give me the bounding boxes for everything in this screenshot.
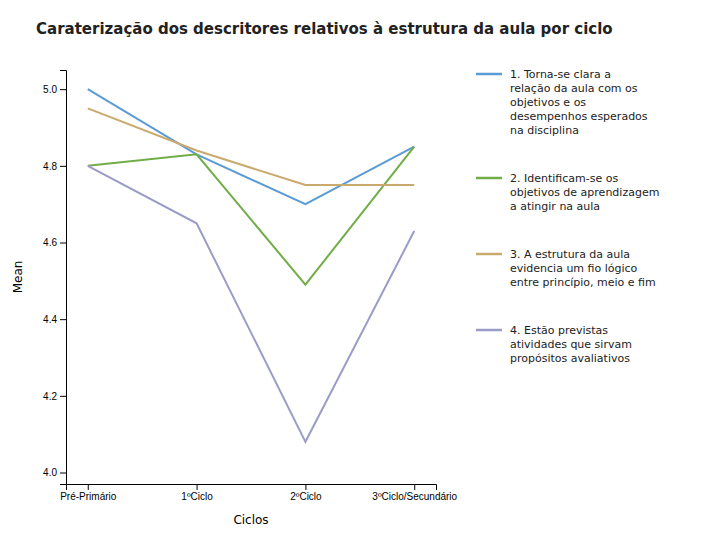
legend: 1. Torna-se clara arelação da aula com o… bbox=[476, 68, 659, 365]
legend-item: 1. Torna-se clara arelação da aula com o… bbox=[476, 68, 648, 137]
legend-swatch bbox=[476, 73, 502, 76]
chart: Caraterização dos descritores relativos … bbox=[0, 0, 720, 540]
plot: Pré-Primário 1ºCiclo 2ºCiclo 3ºCiclo/Secund… bbox=[11, 71, 458, 528]
title: Caraterização dos descritores relativos … bbox=[36, 20, 613, 38]
y-tick: 5.0 bbox=[43, 84, 66, 95]
x-tick-label: 2ºCiclo bbox=[290, 491, 322, 502]
legend-item: 2. Identificam-se osobjetivos de aprendi… bbox=[476, 172, 659, 213]
y-tick: 4.0 bbox=[43, 467, 66, 478]
y-tick-label: 4.2 bbox=[43, 391, 57, 402]
y-tick: 4.8 bbox=[43, 161, 66, 172]
y-tick-mark bbox=[60, 473, 66, 474]
x-tick: Pré-Primário bbox=[60, 484, 117, 502]
y-tick-mark bbox=[60, 319, 66, 320]
series-line bbox=[88, 89, 414, 204]
x-axis: Pré-Primário 1ºCiclo 2ºCiclo 3ºCiclo/Secund… bbox=[60, 484, 457, 502]
y-tick: 4.2 bbox=[43, 391, 66, 402]
legend-swatch bbox=[476, 177, 502, 180]
y-axis: 4.0 4.2 4.4 4.6 4.8 5.0 bbox=[43, 71, 66, 485]
legend-item: 4. Estão previstasatividades que sirvamp… bbox=[476, 324, 632, 365]
y-tick-label: 4.4 bbox=[43, 314, 57, 325]
y-axis-title: Mean bbox=[11, 261, 25, 294]
legend-label: 1. Torna-se clara arelação da aula com o… bbox=[510, 68, 648, 137]
x-tick: 3ºCiclo/Secundário bbox=[372, 484, 457, 502]
series-line bbox=[88, 108, 414, 185]
x-tick: 1ºCiclo bbox=[181, 484, 213, 502]
y-tick-mark bbox=[60, 166, 66, 167]
legend-swatch bbox=[476, 329, 502, 332]
x-tick-mark bbox=[305, 484, 306, 490]
y-tick-label: 4.6 bbox=[43, 237, 57, 248]
y-tick-label: 5.0 bbox=[43, 84, 57, 95]
legend-item: 3. A estrutura da aulaevidencia um fio l… bbox=[476, 248, 656, 289]
x-tick-mark bbox=[88, 484, 89, 490]
x-axis-title: Ciclos bbox=[233, 513, 268, 527]
series-line bbox=[88, 166, 414, 442]
y-tick-label: 4.0 bbox=[43, 467, 57, 478]
x-tick-mark bbox=[414, 484, 415, 490]
y-tick: 4.6 bbox=[43, 237, 66, 248]
y-tick-mark bbox=[60, 243, 66, 244]
legend-swatch bbox=[476, 253, 502, 256]
x-tick-label: 3ºCiclo/Secundário bbox=[372, 491, 457, 502]
lines bbox=[88, 89, 414, 442]
y-tick-mark bbox=[60, 396, 66, 397]
x-tick: 2ºCiclo bbox=[290, 484, 322, 502]
legend-label: 2. Identificam-se osobjetivos de aprendi… bbox=[510, 172, 659, 213]
y-tick: 4.4 bbox=[43, 314, 66, 325]
x-axis-line bbox=[67, 485, 437, 491]
legend-label: 3. A estrutura da aulaevidencia um fio l… bbox=[510, 248, 656, 289]
y-axis-line bbox=[60, 71, 67, 485]
y-tick-label: 4.8 bbox=[43, 161, 57, 172]
x-tick-label: Pré-Primário bbox=[60, 491, 117, 502]
y-tick-mark bbox=[60, 89, 66, 90]
x-tick-label: 1ºCiclo bbox=[181, 491, 213, 502]
x-tick-mark bbox=[197, 484, 198, 490]
legend-label: 4. Estão previstasatividades que sirvamp… bbox=[510, 324, 632, 365]
